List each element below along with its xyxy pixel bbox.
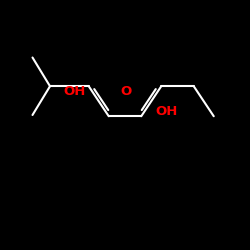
Text: O: O <box>120 85 132 98</box>
Text: OH: OH <box>155 105 178 118</box>
Text: OH: OH <box>64 85 86 98</box>
